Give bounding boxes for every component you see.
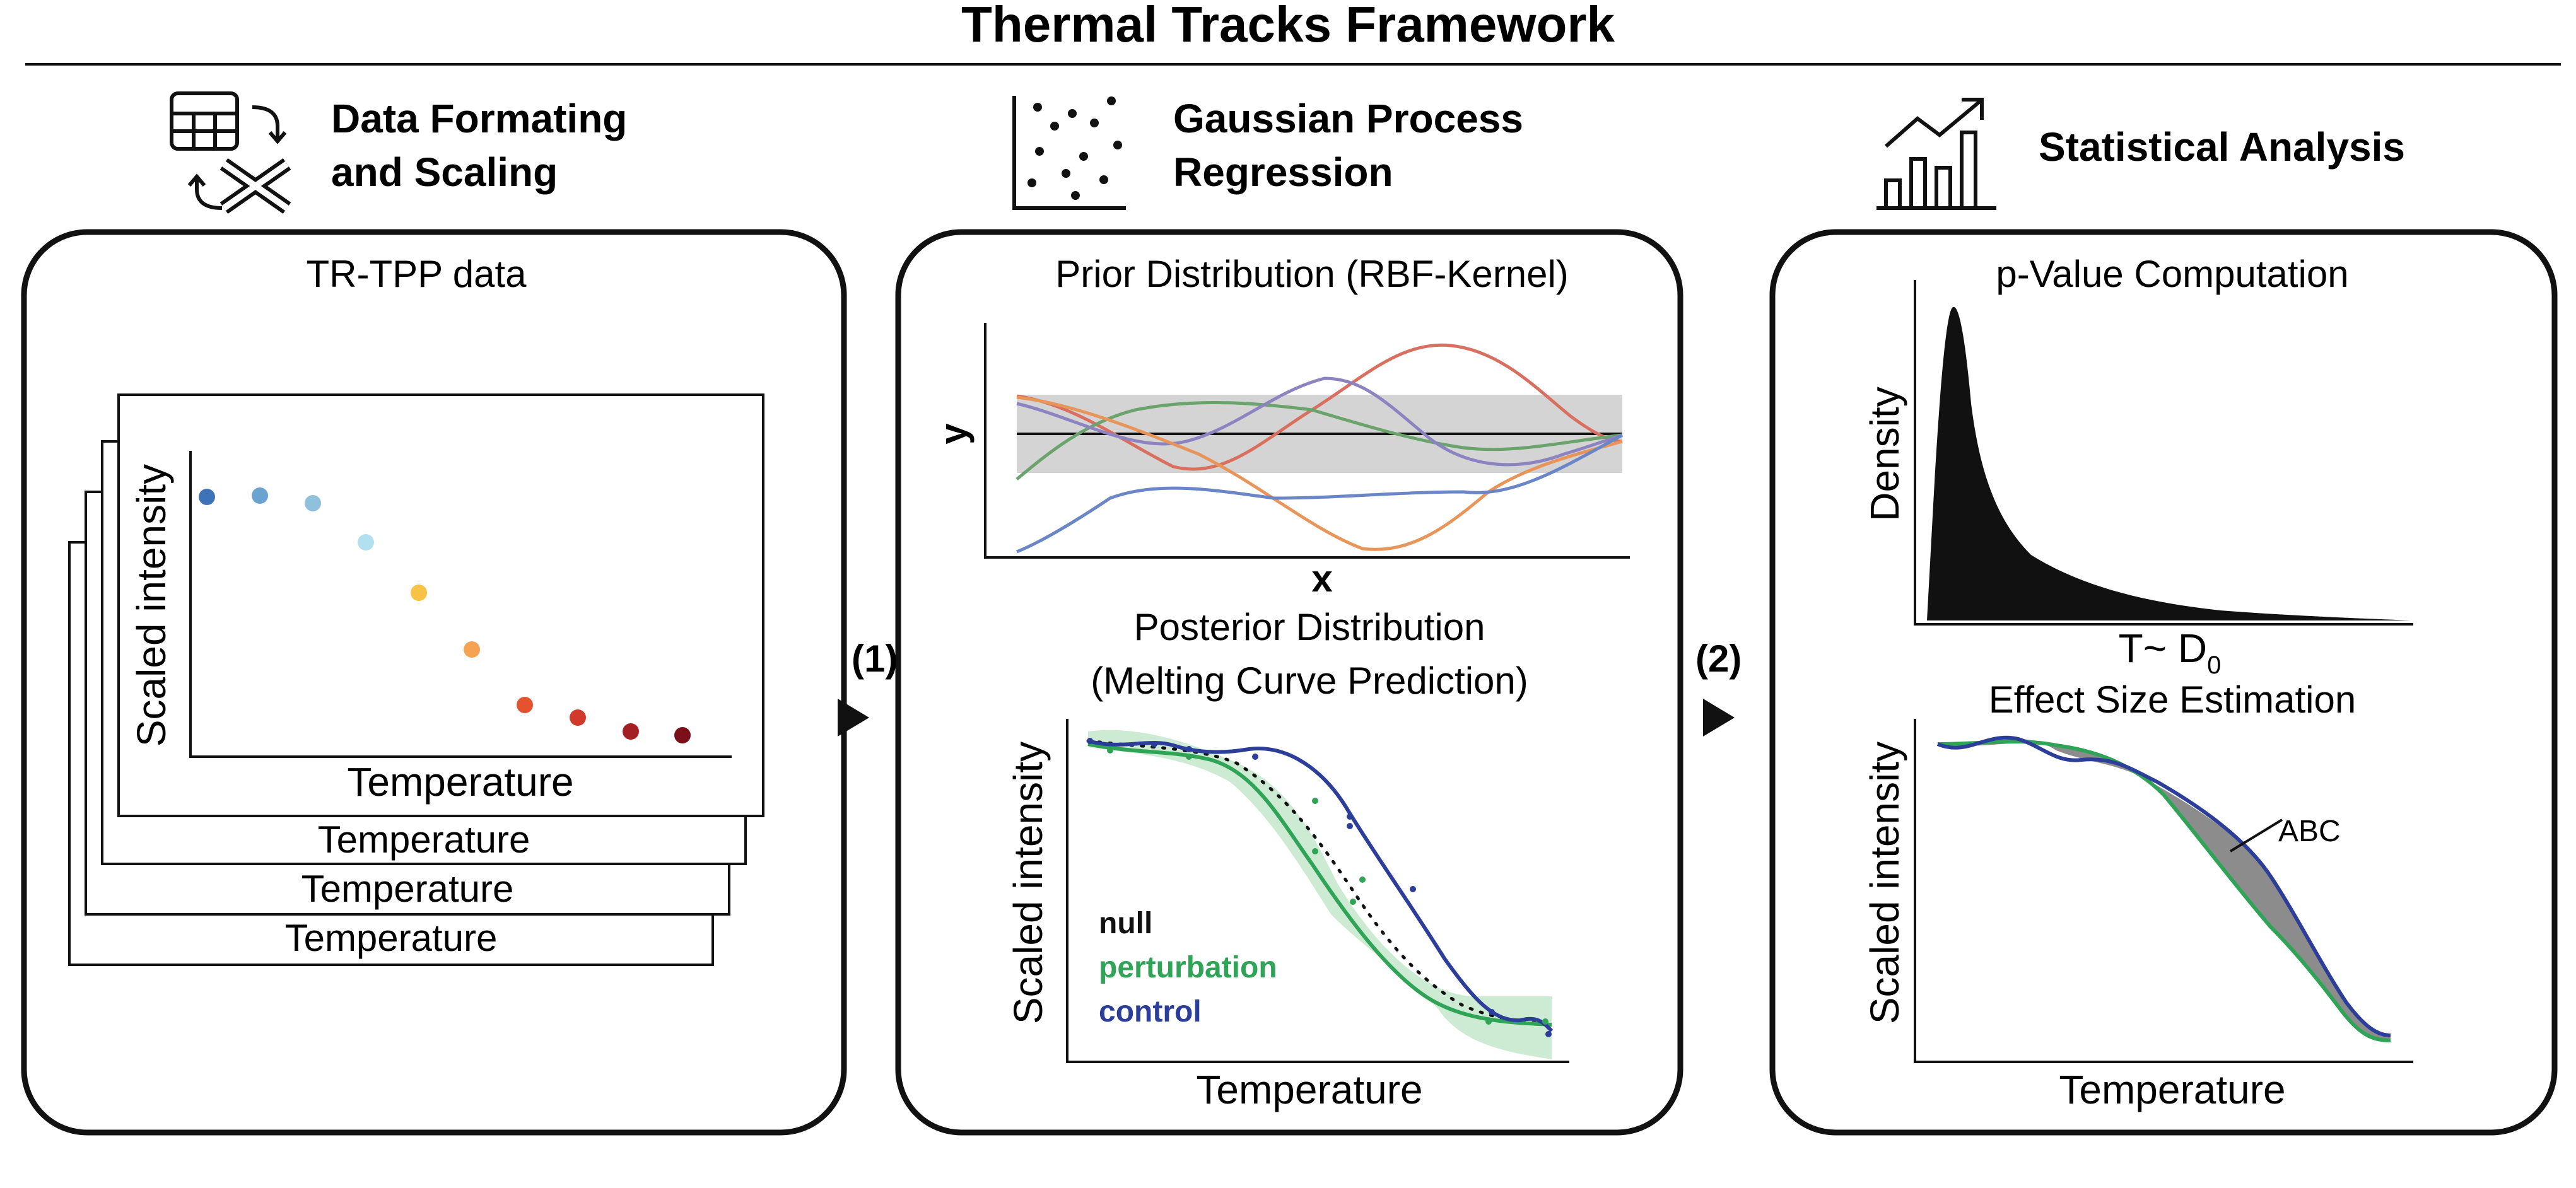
posterior-confidence-band [1088, 730, 1552, 1059]
data-point [199, 489, 215, 505]
panel-statistical-analysis [1769, 229, 2558, 1136]
panel-gaussian-process [895, 229, 1683, 1136]
posterior-title-line2: (Melting Curve Prediction) [1091, 660, 1528, 702]
pvalue-title: p-Value Computation [1996, 253, 2348, 295]
effect-annotation-leader [2229, 818, 2283, 853]
data-point [358, 534, 374, 550]
posterior-control-curve [1087, 739, 1554, 1033]
section-2-heading-line1: Gaussian Process [1173, 96, 1523, 141]
data-point [464, 641, 480, 658]
posterior-title-line1: Posterior Distribution [1134, 606, 1485, 648]
pvalue-xlabel-main: T~ D [2119, 626, 2207, 671]
stack-label-2: Temperature [302, 868, 514, 910]
panel1-axes [189, 451, 732, 758]
section-1-heading-line2: and Scaling [331, 149, 558, 195]
prior-samples [1016, 343, 1624, 554]
prior-xlabel: x [1311, 557, 1332, 600]
step-2-arrow [1703, 699, 1735, 737]
prior-axes [984, 323, 1630, 559]
legend-perturbation: perturbation [1099, 951, 1277, 984]
page-title: Thermal Tracks Framework [961, 0, 1615, 52]
effect-ylabel: Scaled intensity [1862, 742, 1907, 1024]
data-point [411, 585, 427, 601]
posterior-ylabel: Scaled intensity [1005, 742, 1051, 1024]
posterior-perturbation-curve [1087, 742, 1552, 1027]
posterior-null-curve [1086, 739, 1554, 1026]
step-1-label: (1) [852, 638, 898, 680]
effect-annotation: ABC [2278, 815, 2341, 848]
stack-label-3: Temperature [285, 917, 498, 959]
prior-ylabel: y [932, 423, 975, 445]
data-point [517, 697, 533, 713]
panel1-points [199, 487, 691, 743]
pvalue-ylabel: Density [1862, 387, 1907, 521]
legend-control: control [1099, 995, 1202, 1028]
data-point [623, 723, 639, 740]
panel1-title: TR-TPP data [306, 253, 527, 295]
effect-perturbation-curve [1937, 740, 2391, 1042]
section-3-heading: Statistical Analysis [2039, 124, 2405, 170]
pvalue-xlabel: T~ D0 [2119, 626, 2222, 679]
effect-control-curve [1936, 735, 2391, 1037]
prior-title: Prior Distribution (RBF-Kernel) [1055, 253, 1569, 295]
posterior-axes [1066, 719, 1569, 1063]
effect-axes [1914, 719, 2413, 1063]
prior-sample-purple [1016, 376, 1623, 467]
effect-title: Effect Size Estimation [1989, 678, 2356, 721]
scatter-icon [1012, 96, 1126, 210]
pvalue-axes [1914, 280, 2413, 626]
data-point [674, 727, 691, 743]
posterior-xlabel: Temperature [1196, 1067, 1422, 1112]
table-transform-icon [170, 91, 291, 214]
prior-sample-red [1016, 343, 1623, 471]
pvalue-density-curve [1927, 306, 2411, 620]
data-point [252, 487, 268, 504]
posterior-observations [1087, 738, 1552, 1037]
legend-null: null [1099, 907, 1152, 940]
step-2-label: (2) [1695, 638, 1742, 680]
prior-sample-green [1016, 400, 1623, 480]
stack-sheet-front [117, 393, 764, 817]
section-1-heading-line1: Data Formating [331, 96, 627, 141]
stack-label-1: Temperature [318, 818, 530, 861]
pvalue-xlabel-sub: 0 [2207, 651, 2221, 679]
effect-area-fill [1938, 738, 2391, 1040]
panel1-ylabel: Scaled intensity [129, 464, 174, 747]
prior-sample-blue [1016, 433, 1624, 554]
panel-data-formatting [21, 229, 847, 1136]
data-point [305, 495, 321, 511]
bar-trend-icon [1876, 98, 1996, 210]
panel1-xlabel: Temperature [347, 759, 573, 805]
section-2-heading-line2: Regression [1173, 149, 1393, 195]
data-point [570, 709, 586, 726]
effect-xlabel: Temperature [2059, 1067, 2285, 1112]
step-1-arrow [838, 699, 869, 737]
prior-sample-orange [1016, 395, 1623, 551]
